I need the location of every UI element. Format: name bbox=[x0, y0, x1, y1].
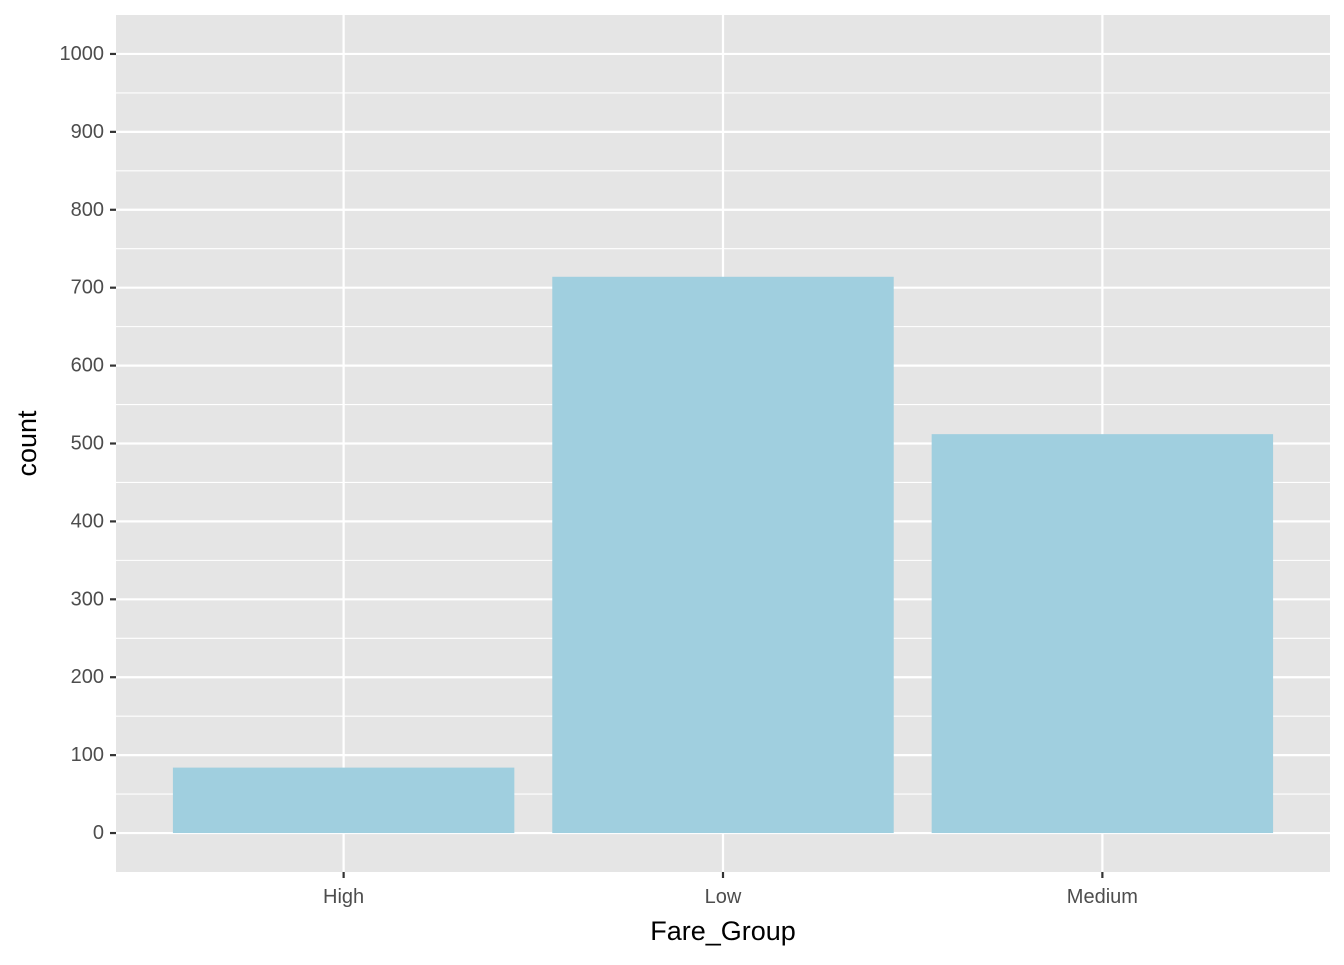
x-tick-label: Low bbox=[705, 886, 742, 908]
x-axis: High Low Medium bbox=[323, 872, 1138, 908]
x-axis-title: Fare_Group bbox=[650, 916, 796, 946]
y-tick-label: 200 bbox=[71, 666, 104, 688]
y-tick-label: 700 bbox=[71, 277, 104, 299]
y-tick-label: 500 bbox=[71, 433, 104, 455]
y-tick-label: 800 bbox=[71, 199, 104, 221]
y-axis-title: count bbox=[12, 410, 42, 477]
x-tick-label: Medium bbox=[1067, 886, 1138, 908]
bar-low bbox=[552, 276, 894, 834]
bar-medium bbox=[931, 434, 1274, 834]
y-tick-label: 1000 bbox=[60, 43, 105, 65]
y-tick-label: 300 bbox=[71, 588, 104, 610]
bars bbox=[172, 276, 1274, 834]
y-axis: 0 100 200 300 400 500 600 700 800 900 1000 bbox=[60, 43, 116, 844]
bar-high bbox=[172, 767, 515, 834]
y-tick-label: 0 bbox=[93, 822, 104, 844]
y-tick-label: 900 bbox=[71, 121, 104, 143]
y-tick-label: 100 bbox=[71, 744, 104, 766]
y-tick-label: 400 bbox=[71, 510, 104, 532]
x-tick-label: High bbox=[323, 886, 364, 908]
y-tick-label: 600 bbox=[71, 355, 104, 377]
